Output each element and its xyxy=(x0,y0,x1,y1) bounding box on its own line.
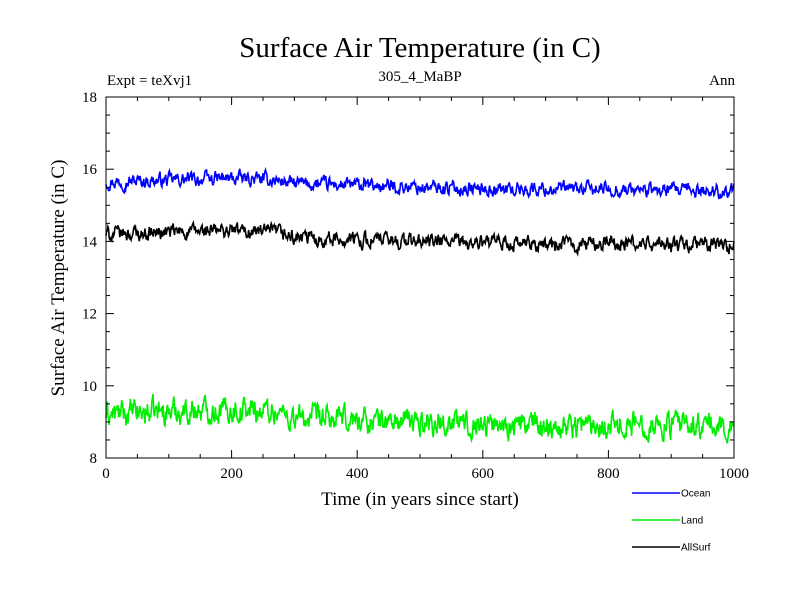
y-tick-label: 18 xyxy=(82,90,97,106)
x-axis-label: Time (in years since start) xyxy=(321,489,519,510)
legend-label-ocean: Ocean xyxy=(681,489,710,500)
plot-frame xyxy=(105,96,735,459)
x-tick-label: 1000 xyxy=(719,466,749,482)
y-tick-label: 14 xyxy=(82,234,98,250)
y-tick-label: 16 xyxy=(82,162,98,178)
chart-subtitle: 305_4_MaBP xyxy=(378,69,461,85)
y-axis-label: Surface Air Temperature (in C) xyxy=(48,160,69,397)
y-tick-label: 12 xyxy=(82,307,97,323)
series-layer xyxy=(105,166,735,444)
legend: Ocean Land AllSurf xyxy=(632,489,711,554)
x-tick-label: 800 xyxy=(597,466,620,482)
series-line-ocean xyxy=(105,166,735,200)
season-label: Ann xyxy=(709,73,735,89)
x-tick-label: 400 xyxy=(346,466,369,482)
series-line-land xyxy=(105,393,735,444)
experiment-label: Expt = teXvj1 xyxy=(107,73,192,89)
legend-label-land: Land xyxy=(681,516,703,527)
y-tick-label: 8 xyxy=(90,451,98,467)
chart-title: Surface Air Temperature (in C) xyxy=(239,32,600,64)
x-tick-label: 600 xyxy=(472,466,495,482)
axes: 0 200 400 600 800 1000 8 10 12 14 16 18 xyxy=(82,90,749,482)
x-tick-label: 200 xyxy=(220,466,243,482)
series-line-allsurf xyxy=(105,219,735,257)
legend-label-allsurf: AllSurf xyxy=(681,543,711,554)
y-tick-label: 10 xyxy=(82,379,97,395)
x-tick-label: 0 xyxy=(102,466,110,482)
